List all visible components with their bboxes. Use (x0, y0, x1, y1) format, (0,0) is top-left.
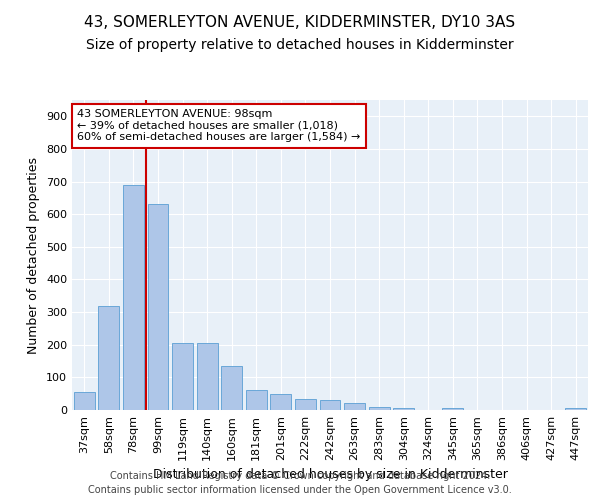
Bar (320, 400, 340, 410)
Bar (197, 343, 218, 410)
Y-axis label: Number of detached properties: Number of detached properties (28, 156, 40, 354)
Bar (74, 392, 95, 410)
Bar (221, 366, 242, 410)
Bar (565, 408, 586, 410)
Bar (98, 306, 119, 410)
Bar (172, 343, 193, 410)
Text: 43 SOMERLEYTON AVENUE: 98sqm
← 39% of detached houses are smaller (1,018)
60% of: 43 SOMERLEYTON AVENUE: 98sqm ← 39% of de… (77, 110, 361, 142)
X-axis label: Distribution of detached houses by size in Kidderminster: Distribution of detached houses by size … (152, 468, 508, 481)
Text: 43, SOMERLEYTON AVENUE, KIDDERMINSTER, DY10 3AS: 43, SOMERLEYTON AVENUE, KIDDERMINSTER, D… (85, 15, 515, 30)
Bar (148, 204, 169, 410)
Text: Contains HM Land Registry data © Crown copyright and database right 2024.
Contai: Contains HM Land Registry data © Crown c… (88, 471, 512, 495)
Bar (442, 408, 463, 410)
Bar (368, 408, 389, 410)
Bar (271, 394, 292, 410)
Bar (393, 408, 414, 410)
Bar (344, 404, 365, 410)
Text: Size of property relative to detached houses in Kidderminster: Size of property relative to detached ho… (86, 38, 514, 52)
Bar (246, 390, 267, 410)
Bar (123, 185, 144, 410)
Bar (295, 398, 316, 410)
